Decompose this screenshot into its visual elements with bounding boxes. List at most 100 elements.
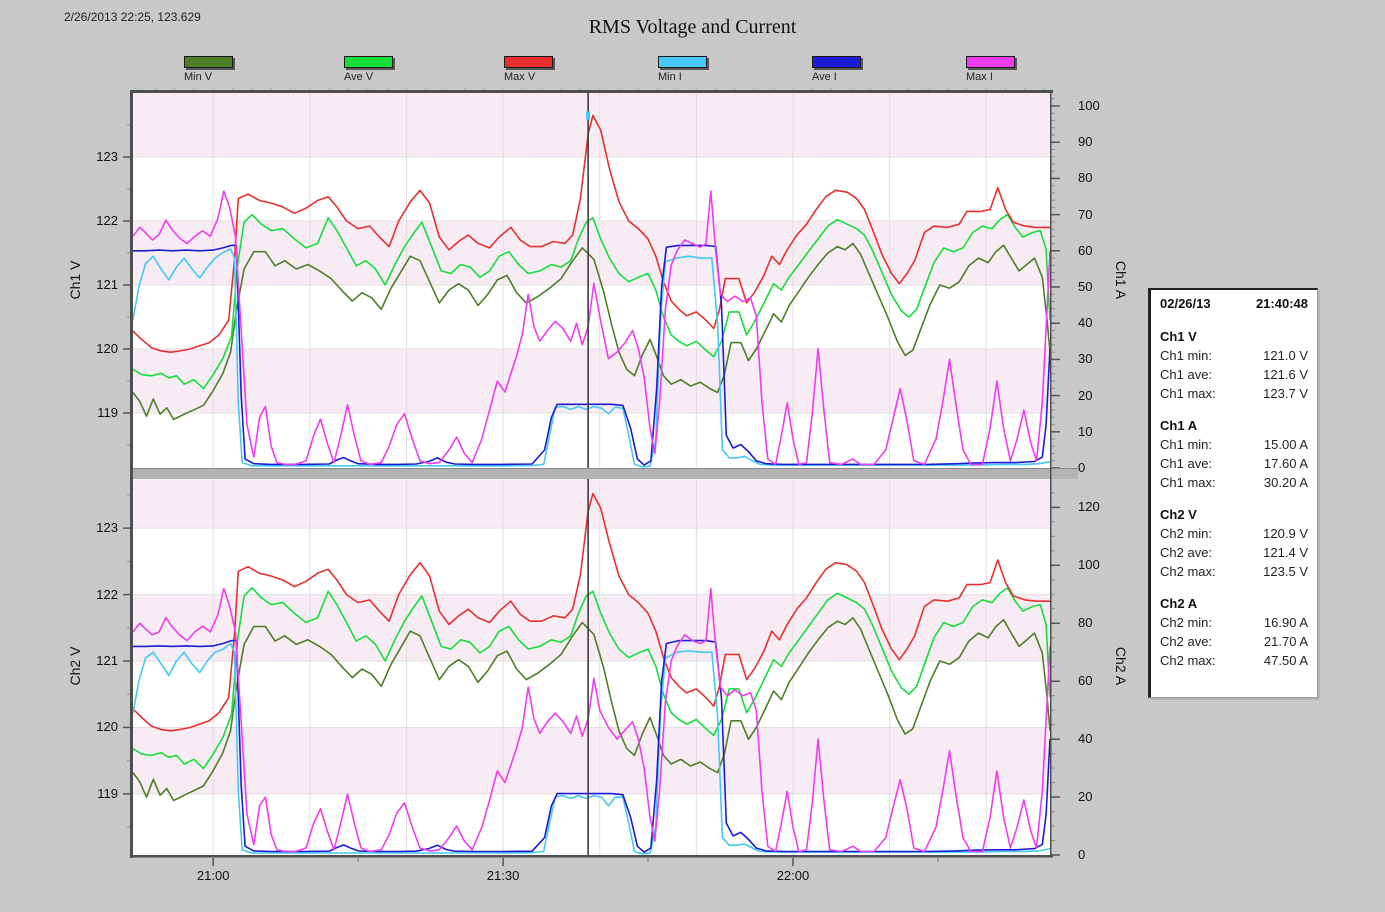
readout-row: Ch2 max: 123.5 V [1160,564,1308,583]
y-axis-tick-label: 120 [96,340,118,356]
x-axis-tick-label: 21:00 [196,868,230,883]
readout-group-title: Ch1 A [1160,418,1198,433]
readout-row-label: Ch1 ave: [1160,367,1213,382]
ch1-max-i-trace [133,190,1050,466]
readout-row-label: Ch2 min: [1160,615,1213,630]
readout-group-title: Ch2 A [1160,596,1198,611]
plot-band [133,793,1050,855]
readout-row: Ch2 ave: 121.4 V [1160,545,1308,564]
y-axis-tick-label: 60 [1078,673,1093,689]
legend-item-min-i[interactable]: Min I [658,56,718,83]
readout-row-label: Ch2 max: [1160,653,1216,668]
legend-item-min-v[interactable]: Min V [184,56,244,83]
y-axis-tick-label: 121 [96,653,118,669]
readout-row-label: Ch2 max: [1160,564,1216,579]
chart-frame-bottom [130,855,1053,858]
x-axis-tick-label: 22:00 [776,868,810,883]
readout-row-label: Ch1 max: [1160,475,1216,490]
readout-row: Ch1 max: 123.7 V [1160,386,1308,405]
legend-label: Min V [184,71,213,83]
y-axis-tick-label: 50 [1078,279,1093,294]
readout-row-label: Ch1 min: [1160,348,1213,363]
legend-item-max-i[interactable]: Max I [966,56,1026,83]
readout-row-label: Ch2 ave: [1160,634,1213,649]
readout-row: Ch2 min: 16.90 A [1160,615,1308,634]
readout-header: 02/26/13 21:40:48 [1160,296,1308,316]
ch2-plot-area[interactable] [133,479,1050,855]
plot-band [133,528,1050,595]
legend-swatch [966,56,1015,68]
readout-row-value: 121.6 V [1263,367,1308,382]
legend-swatch [184,56,233,68]
measurement-readout-panel: 02/26/13 21:40:48 Ch1 V Ch1 min: 121.0 V Ch… [1148,288,1318,698]
readout-row: Ch1 ave: 17.60 A [1160,456,1308,475]
readout-row-value: 121.4 V [1263,545,1308,560]
legend-item-ave-i[interactable]: Ave I [812,56,872,83]
chart-frame-right [1050,93,1052,855]
ch1-plot-area[interactable] [133,93,1050,468]
readout-group-title: Ch1 V [1160,329,1197,344]
legend-swatch [344,56,393,68]
ch1-max-v-trace [133,114,1050,354]
legend-item-max-v[interactable]: Max V [504,56,564,83]
readout-row: Ch1 max: 30.20 A [1160,475,1308,494]
readout-group-ch1-a: Ch1 A Ch1 min: 15.00 A Ch1 ave: 17.60 A Ch1 m… [1160,418,1308,494]
readout-row: Ch1 min: 15.00 A [1160,437,1308,456]
readout-groups: Ch1 V Ch1 min: 121.0 V Ch1 ave: 121.6 V Ch1 m… [1160,329,1308,672]
legend-swatch [504,56,553,68]
chart-splitter-bar[interactable] [133,468,1078,479]
ch1-min-v-trace [133,242,1050,421]
readout-group-ch2-v: Ch2 V Ch2 min: 120.9 V Ch2 ave: 121.4 V Ch2 m… [1160,507,1308,583]
y-axis-label-ch2-v: Ch2 V [67,646,83,686]
y-axis-tick-label: 120 [1078,499,1100,515]
y-axis-tick-label: 60 [1078,242,1093,258]
y-axis-tick-label: 10 [1078,423,1093,439]
readout-group-ch2-a: Ch2 A Ch2 min: 16.90 A Ch2 ave: 21.70 A Ch2 m… [1160,596,1308,672]
ch2-min-i-trace [133,642,1050,855]
ch1-min-i-trace [133,248,1050,468]
y-axis-tick-label: 100 [1078,98,1100,114]
legend-label: Ave V [344,71,374,83]
readout-row-value: 17.60 A [1263,456,1308,471]
legend-label: Ave I [812,71,837,83]
y-axis-tick-label: 20 [1078,387,1093,403]
ch2-min-v-trace [133,616,1050,802]
y-axis-tick-label: 100 [1078,557,1100,573]
readout-row-value: 121.0 V [1263,348,1308,363]
readout-row-value: 47.50 A [1263,653,1308,668]
y-axis-tick-label: 123 [96,148,118,164]
readout-row-value: 15.00 A [1263,437,1308,452]
readout-row-value: 123.7 V [1263,386,1308,401]
readout-row-value: 120.9 V [1263,526,1308,541]
y-axis-tick-label: 120 [96,719,118,735]
legend-item-ave-v[interactable]: Ave V [344,56,404,83]
plot-band [133,727,1050,794]
y-axis-tick-label: 121 [96,276,118,292]
legend-label: Max V [504,71,536,83]
readout-row: Ch1 ave: 121.6 V [1160,367,1308,386]
plot-band [133,412,1050,468]
y-axis-tick-label: 119 [97,404,118,420]
y-axis-tick-label: 40 [1078,731,1093,747]
y-axis-label-ch1-v: Ch1 V [67,260,83,299]
legend-label: Max I [966,71,993,83]
ch2-ave-v-trace [133,587,1050,770]
readout-row-value: 16.90 A [1263,615,1308,630]
y-axis-tick-label: 119 [97,785,118,801]
legend-label: Min I [658,71,682,83]
ch2-ave-i-trace [133,639,1050,853]
readout-row-label: Ch1 ave: [1160,456,1213,471]
plot-band [133,156,1050,221]
y-axis-tick-label: 0 [1078,460,1086,475]
y-axis-label-ch2-a: Ch2 A [1113,646,1129,686]
readout-row-value: 30.20 A [1263,475,1308,490]
readout-row-label: Ch2 ave: [1160,545,1213,560]
y-axis-tick-label: 40 [1078,315,1093,331]
cursor-timestamp-readout: 2/26/2013 22:25, 123.629 [64,10,201,24]
ch2-max-v-trace [133,492,1050,732]
readout-row-value: 123.5 V [1263,564,1308,579]
y-axis-tick-label: 20 [1078,789,1093,805]
readout-date: 02/26/13 [1160,296,1211,311]
